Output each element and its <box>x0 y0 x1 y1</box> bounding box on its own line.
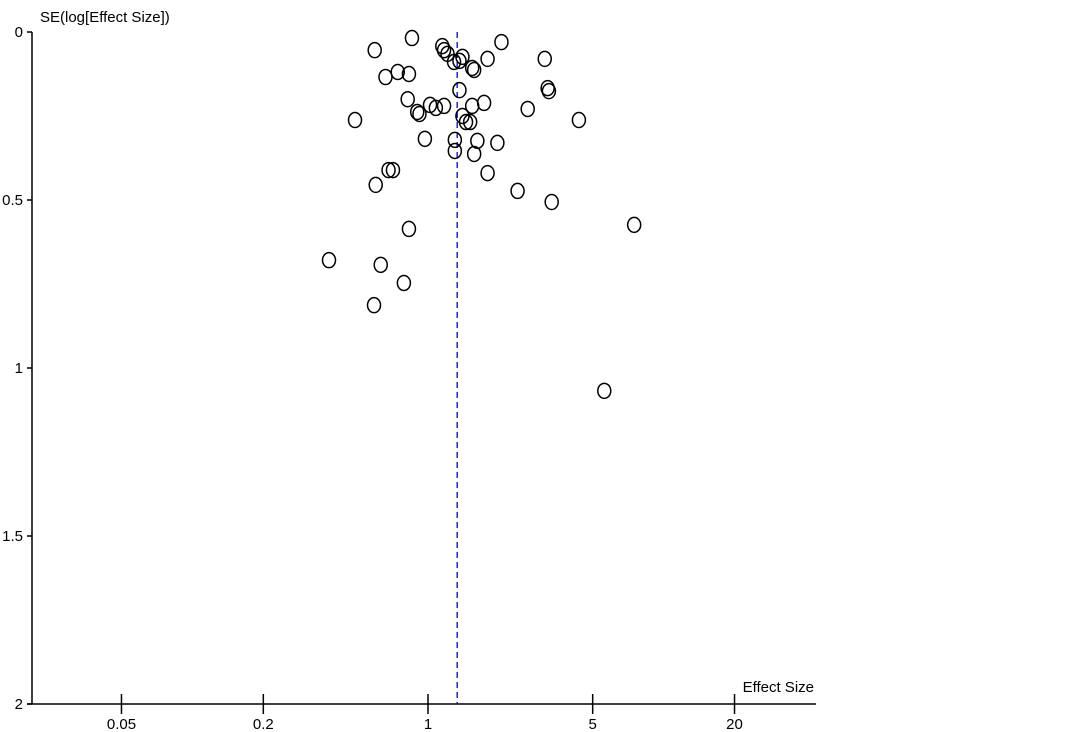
study-point <box>447 142 463 160</box>
study-point <box>436 41 452 59</box>
y-tick-label: 0 <box>15 24 23 41</box>
study-point <box>368 176 383 194</box>
study-point <box>401 65 417 83</box>
study-point <box>490 134 505 152</box>
study-point <box>381 161 396 179</box>
study-point <box>400 90 415 108</box>
study-point <box>412 105 427 123</box>
study-point <box>446 53 462 71</box>
study-point <box>396 274 412 292</box>
study-point <box>541 82 557 100</box>
study-point <box>462 113 478 131</box>
y-axis-label: SE(log[Effect Size]) <box>40 9 170 26</box>
study-point <box>417 130 433 148</box>
study-point <box>452 52 467 70</box>
study-point <box>571 111 587 129</box>
study-point <box>404 29 420 47</box>
x-tick-label: 5 <box>589 716 597 732</box>
y-tick-label: 0.5 <box>2 192 23 209</box>
study-point <box>464 59 480 77</box>
study-point <box>452 81 467 99</box>
study-point <box>480 50 495 68</box>
y-tick-label: 1.5 <box>2 528 23 545</box>
study-point <box>470 132 485 150</box>
study-point <box>597 382 612 400</box>
study-point <box>428 99 444 117</box>
study-point <box>537 50 553 68</box>
study-point <box>520 100 535 118</box>
study-point <box>494 33 509 51</box>
y-tick-label: 2 <box>15 696 23 713</box>
study-point <box>378 68 393 86</box>
study-point <box>510 182 525 200</box>
study-point <box>626 216 642 234</box>
study-point <box>447 131 463 149</box>
x-tick-label: 1 <box>424 716 432 732</box>
study-point <box>366 296 382 314</box>
study-point <box>480 164 495 182</box>
study-point <box>321 251 337 269</box>
study-point <box>390 63 405 81</box>
x-axis-label: Effect Size <box>743 679 814 696</box>
y-tick-label: 1 <box>15 360 23 377</box>
x-tick-label: 20 <box>726 716 743 732</box>
study-point <box>347 111 363 129</box>
axes: SE(log[Effect Size]) Effect Size <box>27 9 816 705</box>
study-point <box>466 145 482 163</box>
study-point <box>464 97 480 115</box>
study-point <box>466 61 482 79</box>
study-point <box>385 161 401 179</box>
x-tick-label: 0.05 <box>107 716 136 732</box>
study-point <box>455 48 470 66</box>
study-point <box>409 103 425 121</box>
study-point <box>401 220 417 238</box>
x-tick-label: 0.2 <box>253 716 274 732</box>
study-point <box>436 97 452 115</box>
study-point <box>367 41 382 59</box>
study-point <box>476 94 492 112</box>
study-point <box>458 113 474 131</box>
study-point <box>544 193 559 211</box>
study-point <box>373 256 388 274</box>
